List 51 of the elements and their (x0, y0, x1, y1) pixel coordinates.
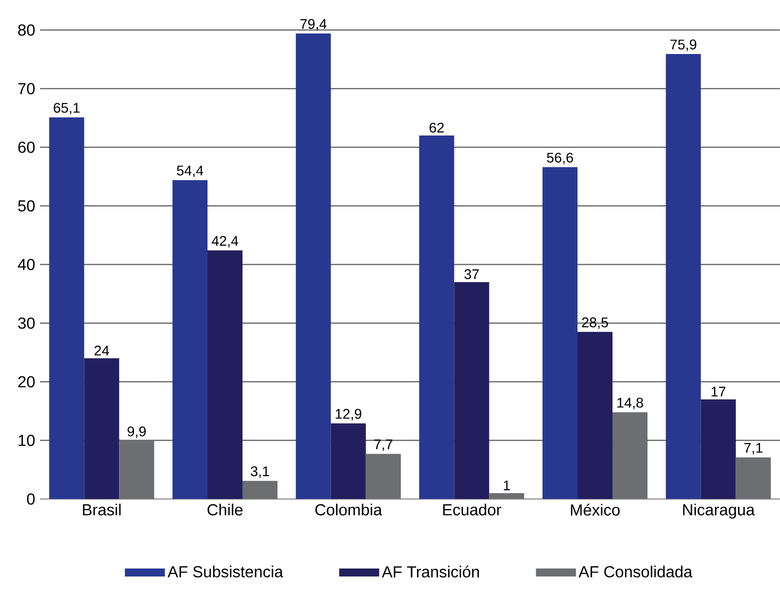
data-label: 65,1 (54, 102, 80, 114)
x-tick-label: Ecuador (443, 504, 502, 516)
bar (296, 34, 331, 500)
data-label: 79,4 (300, 19, 327, 31)
y-tick-label: 10 (18, 434, 35, 446)
y-tick-label: 30 (18, 317, 35, 329)
data-label: 14,8 (617, 398, 644, 410)
data-label: 54,4 (176, 166, 204, 178)
legend-label: AF Transición (382, 566, 479, 578)
y-tick-label: 70 (18, 82, 35, 94)
data-label: 3,1 (250, 466, 270, 478)
data-label: 17 (712, 386, 726, 396)
data-label: 7,7 (374, 440, 392, 451)
y-tick-label: 40 (18, 258, 35, 270)
data-label: 42,4 (212, 236, 238, 248)
data-label: 7,1 (744, 443, 762, 454)
bar (419, 136, 454, 500)
legend-label: AF Subsistencia (168, 566, 284, 578)
data-label: 12,9 (336, 408, 362, 420)
x-tick-label: Nicaragua (683, 504, 755, 519)
bar (84, 358, 120, 500)
x-tick-label: Chile (208, 504, 242, 516)
data-label: 1 (504, 480, 510, 490)
y-tick-label: 60 (18, 142, 35, 153)
bar (666, 54, 701, 500)
bar (242, 480, 278, 500)
bar (700, 399, 736, 500)
x-tick-label: Brasil (82, 504, 121, 516)
bar (736, 457, 771, 500)
bar (366, 454, 401, 500)
x-tick-label: Colombia (315, 504, 382, 516)
data-label: 56,6 (546, 152, 574, 164)
y-tick-label: 80 (18, 24, 35, 36)
y-tick-label: 50 (18, 200, 35, 212)
data-label: 24 (94, 346, 110, 356)
bar (330, 423, 366, 500)
data-label: 37 (464, 269, 479, 280)
bar (172, 180, 208, 500)
data-label: 75,9 (670, 40, 696, 52)
bar (578, 332, 613, 500)
bar (454, 282, 490, 500)
bar (489, 493, 524, 500)
legend-label: AF Consolidada (578, 566, 692, 578)
data-label: 62 (430, 122, 444, 133)
y-tick-label: 0 (27, 493, 35, 505)
data-label: 9,9 (128, 426, 146, 438)
bar (542, 167, 578, 500)
x-tick-label: México (570, 504, 620, 516)
y-tick-label: 20 (18, 376, 35, 388)
bar (49, 117, 84, 500)
bar (208, 250, 243, 500)
